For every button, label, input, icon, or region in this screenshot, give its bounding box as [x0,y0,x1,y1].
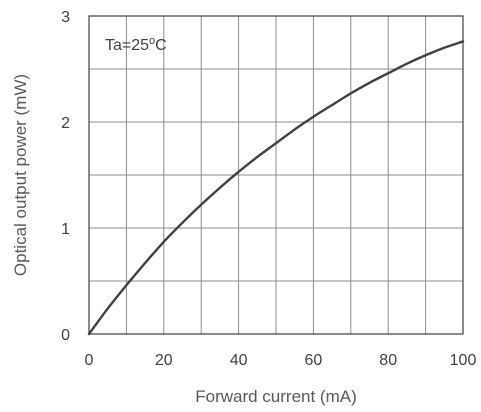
y-tick-label: 3 [61,9,70,26]
x-tick-label: 0 [85,352,94,369]
x-tick-label: 80 [379,352,397,369]
temperature-annotation: Ta=25oC [105,35,167,54]
y-tick-label: 1 [61,221,70,238]
annotation-suffix: C [155,37,167,54]
y-axis-title: Optical output power (mW) [11,74,30,276]
series-layer [87,40,465,336]
x-axis-title: Forward current (mA) [195,387,357,406]
x-tick-label: 40 [230,352,248,369]
plot-area-frame [88,15,464,335]
x-tick-label: 60 [305,352,323,369]
tick-labels: 0 20 40 60 80 100 0 1 2 3 [61,9,476,369]
x-tick-label: 100 [450,352,477,369]
y-tick-label: 0 [61,327,70,344]
annotation-superscript: o [149,35,155,47]
y-tick-label: 2 [61,115,70,132]
annotation-prefix: Ta=25 [105,37,149,54]
series-line [87,40,465,336]
x-tick-label: 20 [155,352,173,369]
grid [89,16,463,334]
